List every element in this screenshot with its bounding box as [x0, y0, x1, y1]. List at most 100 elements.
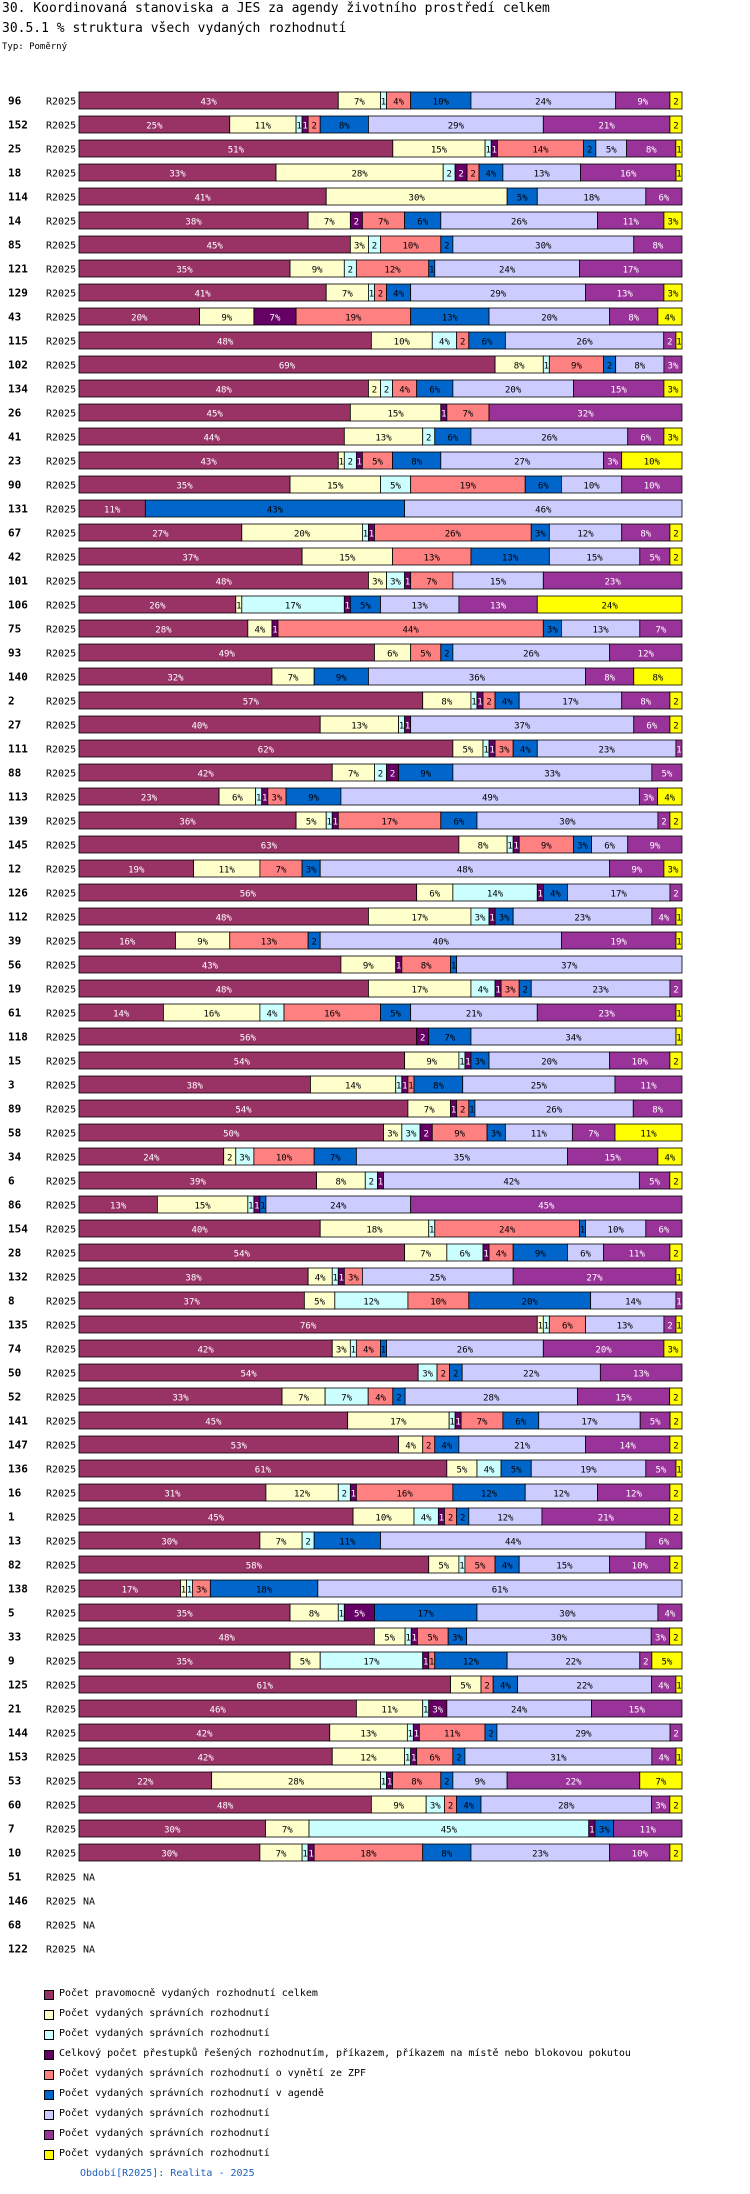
row-period-label: R2025 [46, 601, 76, 612]
bar-value-label: 4% [484, 1466, 495, 1476]
bar-value-label: 1 [441, 410, 446, 420]
bar-value-label: 53% [231, 1442, 248, 1452]
bar-value-label: 3% [668, 218, 679, 228]
bar-value-label: 48% [216, 914, 233, 924]
bar-value-label: 6% [387, 650, 398, 660]
row-id-label: 147 [8, 1439, 28, 1452]
bar-segment [669, 547, 683, 566]
bar-value-label: 48% [219, 1634, 236, 1644]
bar-value-label: 7% [288, 674, 299, 684]
bar-value-label: 9% [631, 866, 642, 876]
bar-segment [663, 211, 683, 230]
bar-value-label: 54% [234, 1250, 251, 1260]
bar-value-label: 32% [167, 674, 184, 684]
bar-value-label: 7% [341, 1394, 352, 1404]
bar-value-label: 8% [309, 1610, 320, 1620]
bar-value-label: 1 [414, 1730, 419, 1740]
bar-value-label: 6% [482, 338, 493, 348]
bar-segment [633, 235, 683, 254]
bar-value-label: 23% [592, 986, 609, 996]
row-id-label: 141 [8, 1415, 28, 1428]
bar-value-label: 2 [673, 1442, 678, 1452]
bar-value-label: 28% [288, 1778, 305, 1788]
bar-value-label: 6% [658, 194, 669, 204]
bar-segment [404, 499, 683, 518]
legend-item: Počet vydaných správních rozhodnutí v ag… [44, 2084, 631, 2104]
bar-value-label: 29% [575, 1730, 592, 1740]
bar-value-label: 12% [626, 1490, 643, 1500]
row-period-label: R2025 [46, 1369, 76, 1380]
bar-value-label: 23% [598, 1010, 615, 1020]
bar-value-label: 1 [513, 842, 518, 852]
bar-value-label: 2 [342, 1490, 347, 1500]
bar-value-label: 1 [469, 1106, 474, 1116]
bar-value-label: 45% [441, 1826, 458, 1836]
row-id-label: 14 [8, 215, 22, 228]
row-period-label: R2025 [46, 1705, 76, 1716]
row-id-label: 3 [8, 1079, 15, 1092]
bar-value-label: 42% [197, 1754, 214, 1764]
bar-value-label: 2 [661, 818, 666, 828]
bar-value-label: 5% [306, 818, 317, 828]
bar-value-label: 11% [640, 1130, 657, 1140]
row-id-label: 67 [8, 527, 21, 540]
row-period-label: R2025 [46, 1633, 76, 1644]
row-id-label: 154 [8, 1223, 28, 1236]
bar-value-label: 57% [243, 698, 260, 708]
bar-value-label: 13% [442, 314, 459, 324]
bar-value-label: 41% [194, 290, 211, 300]
bar-value-label: 1 [302, 122, 307, 132]
bar-value-label: 17% [381, 818, 398, 828]
bar-value-label: 5% [372, 458, 383, 468]
bar-value-label: 10% [632, 1850, 649, 1860]
bar-value-label: 3% [372, 578, 383, 588]
bar-value-label: 14% [345, 1082, 362, 1092]
bar-value-label: 8% [652, 674, 663, 684]
row-period-label: R2025 [46, 889, 76, 900]
bar-value-label: 24% [602, 602, 619, 612]
bar-value-label: 1 [411, 1754, 416, 1764]
row-id-label: 51 [8, 1871, 22, 1884]
bar-segment [627, 835, 683, 854]
row-period-label: R2025 [46, 1345, 76, 1356]
bar-value-label: 26% [541, 434, 558, 444]
bar-value-label: 5% [420, 650, 431, 660]
bar-value-label: 2 [673, 1178, 678, 1188]
bar-value-label: 2 [460, 1106, 465, 1116]
row-id-label: 39 [8, 935, 21, 948]
bar-value-label: 6% [429, 890, 440, 900]
row-id-label: 2 [8, 695, 15, 708]
bar-value-label: 4% [463, 1802, 474, 1812]
bar-value-label: 1 [451, 1106, 456, 1116]
bar-value-label: 3% [668, 866, 679, 876]
bar-value-label: 61% [255, 1466, 272, 1476]
bar-value-label: 2 [453, 1370, 458, 1380]
bar-value-label: 29% [490, 290, 507, 300]
row-period-label: R2025 [46, 769, 76, 780]
legend-swatch [44, 2010, 54, 2020]
bar-value-label: 4% [478, 986, 489, 996]
bar-value-label: 3% [668, 386, 679, 396]
bar-value-label: 2 [227, 1154, 232, 1164]
bar-value-label: 2 [643, 1658, 648, 1668]
legend-swatch [44, 2150, 54, 2160]
bar-value-label: 1 [308, 1850, 313, 1860]
bar-segment [675, 163, 683, 182]
bar-value-label: 2 [673, 1058, 678, 1068]
row-period-label: R2025 [46, 1729, 76, 1740]
bar-value-label: 10% [632, 1058, 649, 1068]
row-period-label: R2025 [46, 1057, 76, 1068]
bar-value-label: 9% [571, 362, 582, 372]
bar-value-label: 6% [429, 386, 440, 396]
bar-segment [675, 1315, 683, 1334]
bar-value-label: 48% [216, 986, 233, 996]
row-period-label: R2025 [46, 793, 76, 804]
bar-segment [663, 859, 683, 878]
row-id-label: 43 [8, 311, 21, 324]
row-id-label: 58 [8, 1127, 21, 1140]
bar-segment [651, 1651, 683, 1670]
bar-value-label: 15% [387, 410, 404, 420]
bar-value-label: 2 [444, 650, 449, 660]
bar-value-label: 33% [544, 770, 561, 780]
bar-value-label: 40% [191, 1226, 208, 1236]
